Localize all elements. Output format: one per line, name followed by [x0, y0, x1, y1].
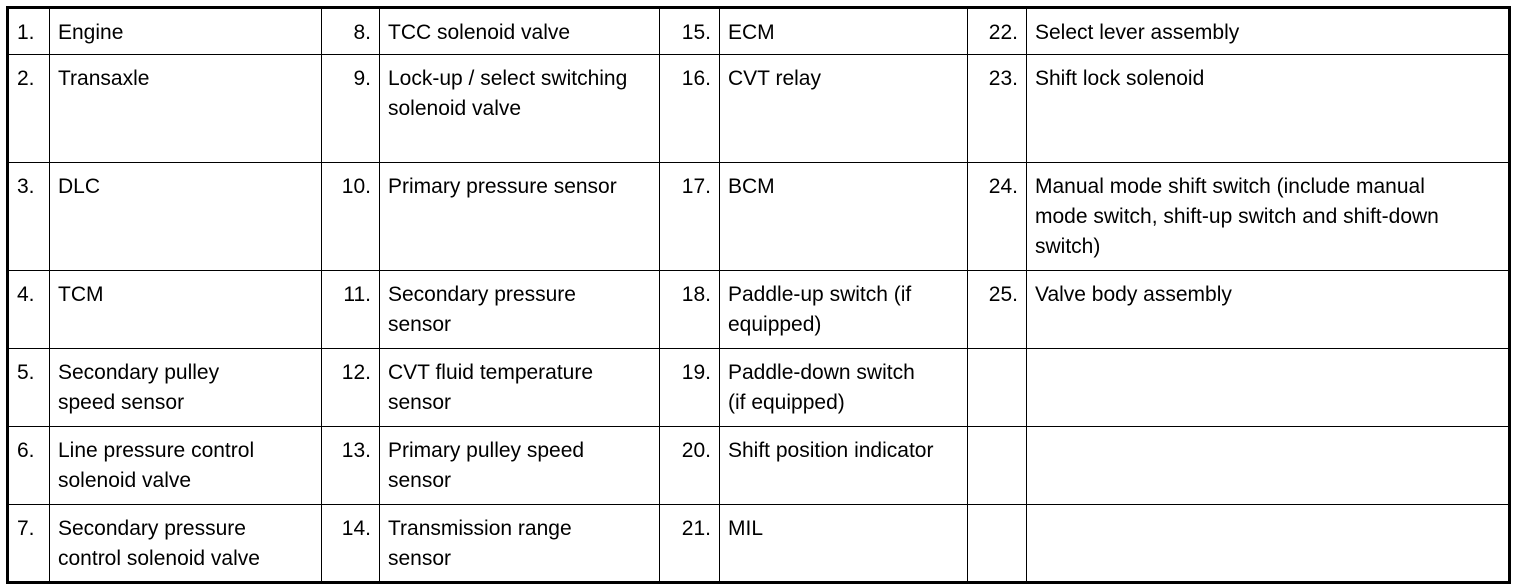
item-label-text: Shift lock solenoid — [1035, 67, 1205, 90]
item-number: 15. — [659, 7, 720, 55]
table-row: 4. TCM 11. Secondary pressure sensor 18. Padd… — [7, 270, 1510, 349]
item-label-text: Lock-up / select switching solenoid valv… — [388, 67, 628, 120]
item-label-text: Paddle-up switch (if equipped) — [728, 283, 912, 336]
item-label — [1026, 348, 1510, 427]
item-label: ECM — [719, 7, 968, 55]
item-number: 17. — [659, 162, 720, 271]
item-number: 5. — [7, 348, 50, 427]
item-number: 22. — [967, 7, 1027, 55]
item-number: 1. — [7, 7, 50, 55]
item-label: Shift lock solenoid — [1026, 54, 1510, 163]
item-label: TCC solenoid valve — [379, 7, 660, 55]
item-label: CVT fluid temperature sensor — [379, 348, 660, 427]
item-number: 6. — [7, 426, 50, 505]
item-label-text: Paddle-down switch (if equipped) — [728, 361, 915, 414]
item-number — [967, 504, 1027, 583]
item-label: TCM — [49, 270, 322, 349]
item-label: Shift position indicator — [719, 426, 968, 505]
item-label-text: Valve body assembly — [1035, 283, 1232, 306]
item-number — [967, 426, 1027, 505]
item-label-text: Secondary pressure control solenoid valv… — [58, 517, 260, 570]
item-number: 18. — [659, 270, 720, 349]
item-label: Engine — [49, 7, 322, 55]
item-number: 11. — [321, 270, 380, 349]
item-label-text: Engine — [58, 21, 124, 44]
item-label: Manual mode shift switch (include manual… — [1026, 162, 1510, 271]
component-legend-table: 1. Engine 8. TCC solenoid valve 15. ECM 22. Sel… — [6, 6, 1511, 584]
item-label-text: TCC solenoid valve — [388, 21, 571, 44]
table-row: 1. Engine 8. TCC solenoid valve 15. ECM 22. Sel… — [7, 7, 1510, 55]
item-label-text: Select lever assembly — [1035, 21, 1240, 44]
item-number — [967, 348, 1027, 427]
item-number: 21. — [659, 504, 720, 583]
table-row: 7. Secondary pressure control solenoid va… — [7, 504, 1510, 583]
item-number: 12. — [321, 348, 380, 427]
item-label-text: DLC — [58, 175, 101, 198]
item-label: Paddle-up switch (if equipped) — [719, 270, 968, 349]
item-label: Select lever assembly — [1026, 7, 1510, 55]
item-label: Transmission range sensor — [379, 504, 660, 583]
item-label-text: Manual mode shift switch (include manual… — [1035, 175, 1439, 258]
item-number: 8. — [321, 7, 380, 55]
table-row: 3. DLC 10. Primary pressure sensor 17. BCM 24.… — [7, 162, 1510, 271]
item-number: 20. — [659, 426, 720, 505]
item-label: Secondary pressure sensor — [379, 270, 660, 349]
item-label-text: BCM — [728, 175, 775, 198]
item-number: 25. — [967, 270, 1027, 349]
item-label: Secondary pressure control solenoid valv… — [49, 504, 322, 583]
item-label: Valve body assembly — [1026, 270, 1510, 349]
item-number: 14. — [321, 504, 380, 583]
item-label-text: Line pressure control solenoid valve — [58, 439, 255, 492]
item-label-text: CVT relay — [728, 67, 821, 90]
item-label: DLC — [49, 162, 322, 271]
item-number: 7. — [7, 504, 50, 583]
item-number: 4. — [7, 270, 50, 349]
item-label: Lock-up / select switching solenoid valv… — [379, 54, 660, 163]
item-number: 24. — [967, 162, 1027, 271]
item-number: 3. — [7, 162, 50, 271]
item-label-text: Primary pressure sensor — [388, 175, 617, 198]
item-label-text: ECM — [728, 21, 775, 44]
item-label: Primary pressure sensor — [379, 162, 660, 271]
item-number: 19. — [659, 348, 720, 427]
item-label: CVT relay — [719, 54, 968, 163]
table-row: 2. Transaxle 9. Lock-up / select switching … — [7, 54, 1510, 163]
item-label: Transaxle — [49, 54, 322, 163]
item-label-text: Transmission range sensor — [388, 517, 572, 570]
item-label: BCM — [719, 162, 968, 271]
item-number: 9. — [321, 54, 380, 163]
item-label-text: TCM — [58, 283, 104, 306]
item-label — [1026, 504, 1510, 583]
item-number: 23. — [967, 54, 1027, 163]
table-row: 5. Secondary pulley speed sensor 12. CVT fl… — [7, 348, 1510, 427]
item-number: 2. — [7, 54, 50, 163]
item-number: 10. — [321, 162, 380, 271]
item-label-text: Transaxle — [58, 67, 150, 90]
item-label — [1026, 426, 1510, 505]
item-label-text: Shift position indicator — [728, 439, 934, 462]
item-label-text: Secondary pulley speed sensor — [58, 361, 220, 414]
item-label: Secondary pulley speed sensor — [49, 348, 322, 427]
table-row: 6. Line pressure control solenoid valve 13… — [7, 426, 1510, 505]
item-label: Line pressure control solenoid valve — [49, 426, 322, 505]
item-number: 13. — [321, 426, 380, 505]
item-label: Primary pulley speed sensor — [379, 426, 660, 505]
item-label-text: MIL — [728, 517, 764, 540]
item-number: 16. — [659, 54, 720, 163]
item-label-text: Secondary pressure sensor — [388, 283, 576, 336]
item-label: Paddle-down switch (if equipped) — [719, 348, 968, 427]
item-label-text: Primary pulley speed sensor — [388, 439, 585, 492]
item-label-text: CVT fluid temperature sensor — [388, 361, 594, 414]
item-label: MIL — [719, 504, 968, 583]
